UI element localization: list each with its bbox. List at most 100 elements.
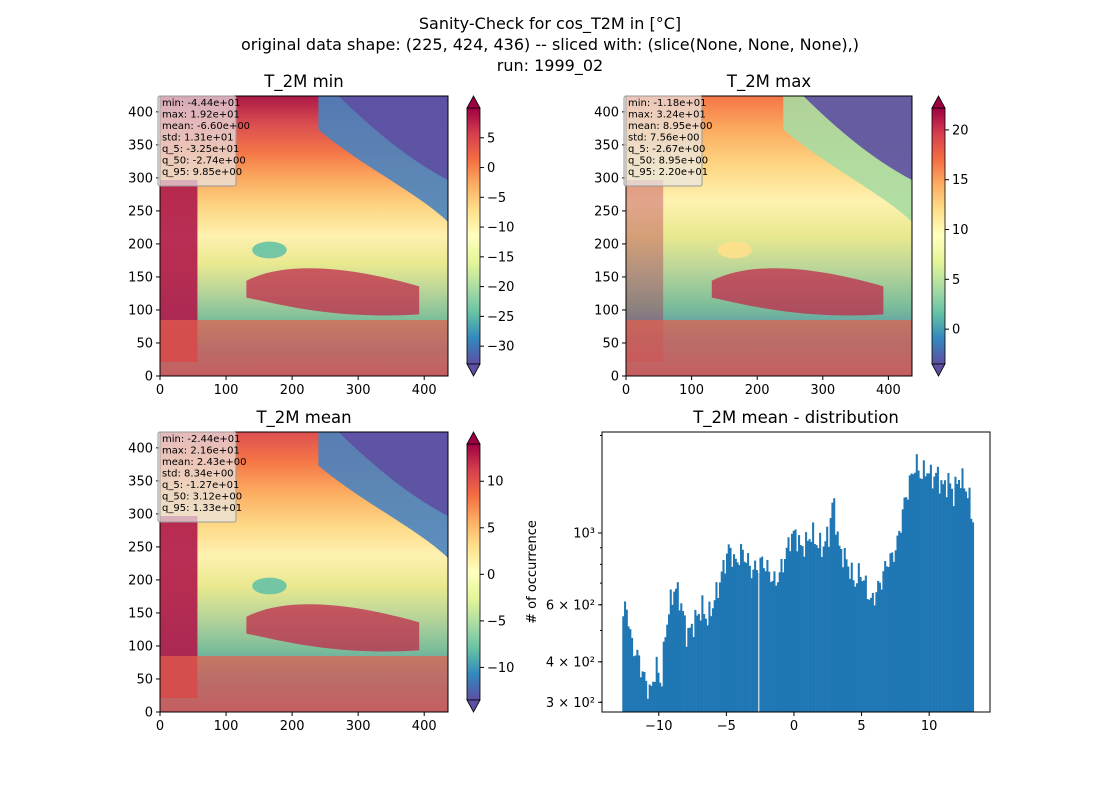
histogram-bar bbox=[864, 575, 867, 712]
map-max-stat: max: 3.24e+01 bbox=[628, 110, 706, 121]
histogram-bar bbox=[653, 681, 656, 712]
histogram-ylabel: # of occurrence bbox=[525, 520, 540, 624]
map-max-ytick-label: 150 bbox=[594, 270, 619, 285]
map-mean-ytick-label: 350 bbox=[128, 474, 153, 489]
map-max-stat: std: 7.56e+00 bbox=[628, 133, 700, 144]
histogram-bar bbox=[942, 484, 945, 712]
histogram-bar bbox=[954, 476, 957, 712]
histogram-bar bbox=[634, 655, 637, 712]
map-max-xtick-label: 200 bbox=[745, 383, 770, 398]
histogram-bar bbox=[922, 460, 925, 712]
map-min-ytick-label: 300 bbox=[128, 171, 153, 186]
histogram-bar bbox=[852, 580, 855, 712]
histogram-bar bbox=[766, 559, 769, 712]
histogram-bar bbox=[657, 672, 660, 712]
histogram-bar bbox=[896, 535, 899, 712]
histogram-bar bbox=[906, 499, 910, 712]
map-max-stat: q_5: -2.67e+00 bbox=[628, 144, 705, 155]
histogram-bar bbox=[745, 562, 748, 712]
map-min-xtick-label: 0 bbox=[156, 383, 164, 398]
histogram-bar bbox=[901, 509, 904, 712]
map-max-colorbar-tick-label: 20 bbox=[952, 123, 969, 138]
histogram-bar bbox=[952, 506, 955, 712]
histogram-bar bbox=[747, 553, 750, 712]
histogram-bar bbox=[762, 568, 765, 712]
map-min-colorbar-tick-label: −30 bbox=[487, 340, 514, 355]
histogram-bar bbox=[771, 580, 774, 712]
histogram-bar bbox=[799, 545, 802, 712]
histogram-bar bbox=[812, 522, 815, 712]
histogram-bar bbox=[840, 548, 843, 712]
histogram-bar bbox=[882, 571, 885, 712]
histogram-bar bbox=[863, 580, 866, 712]
histogram-bar bbox=[631, 637, 634, 712]
histogram-bar bbox=[877, 580, 880, 712]
map-mean-colorbar-tick-label: −5 bbox=[487, 614, 506, 629]
histogram-xtick-label: 0 bbox=[790, 719, 798, 734]
map-min-ytick-label: 200 bbox=[128, 237, 153, 252]
histogram-bar bbox=[680, 603, 683, 712]
map-mean-ytick-label: 300 bbox=[128, 507, 153, 522]
map-max-xtick-label: 400 bbox=[876, 383, 901, 398]
map-title-t2m-min: T_2M min bbox=[264, 72, 344, 91]
histogram-bar bbox=[891, 552, 894, 712]
histogram-bar bbox=[870, 597, 873, 712]
histogram-bar bbox=[889, 553, 892, 712]
histogram-bar bbox=[740, 543, 743, 712]
map-min-colorbar-tick-label: −5 bbox=[487, 191, 506, 206]
histogram-bar bbox=[957, 480, 961, 712]
map-mean-colorbar bbox=[466, 443, 481, 701]
histogram-bar bbox=[857, 563, 860, 712]
map-min-stat: max: 1.92e+01 bbox=[162, 110, 240, 121]
map-min-xtick-label: 300 bbox=[346, 383, 371, 398]
map-max-stat: q_50: 8.95e+00 bbox=[628, 156, 708, 167]
map-max-ytick-label: 200 bbox=[594, 237, 619, 252]
histogram-bar bbox=[845, 559, 848, 712]
map-max-ytick-label: 300 bbox=[594, 171, 619, 186]
histogram-bar bbox=[822, 546, 825, 712]
histogram-bar bbox=[759, 557, 762, 712]
histogram-bar bbox=[924, 476, 927, 712]
histogram-bar bbox=[769, 581, 772, 712]
histogram-bar bbox=[843, 548, 846, 712]
histogram-bar bbox=[803, 556, 806, 712]
map-min-frame bbox=[159, 95, 449, 377]
map-min-stat: q_50: -2.74e+00 bbox=[162, 156, 246, 167]
map-min-colorbar-extend-min bbox=[466, 363, 481, 377]
histogram-bar bbox=[806, 540, 809, 712]
map-max-colorbar-tick-label: 15 bbox=[952, 173, 969, 188]
figure-title-line-3: run: 1999_02 bbox=[496, 56, 604, 75]
histogram-bar bbox=[729, 547, 732, 712]
histogram-bar bbox=[875, 592, 878, 712]
histogram-ytick-label: 10³ bbox=[573, 526, 595, 541]
histogram-bar bbox=[638, 655, 641, 712]
histogram-bar bbox=[652, 681, 655, 712]
histogram-bar bbox=[696, 615, 699, 712]
histogram-bar bbox=[899, 532, 903, 712]
map-mean-field bbox=[160, 432, 448, 712]
histogram-bar bbox=[966, 498, 969, 712]
histogram-bar bbox=[928, 473, 931, 712]
histogram-bar bbox=[915, 454, 918, 712]
map-max-colorbar-tick-label: 10 bbox=[952, 223, 969, 238]
histogram-bar bbox=[938, 493, 941, 712]
histogram-bar bbox=[731, 566, 734, 712]
map-min-colorbar-tick-label: −20 bbox=[487, 280, 514, 295]
map-mean-xtick-label: 200 bbox=[280, 719, 305, 734]
histogram-bar bbox=[725, 553, 729, 712]
histogram-bar bbox=[972, 522, 975, 712]
histogram-bar bbox=[887, 566, 890, 712]
map-mean-ytick-label: 50 bbox=[136, 672, 153, 687]
histogram-bar bbox=[813, 544, 816, 712]
histogram-bar bbox=[636, 649, 639, 712]
histogram-bar bbox=[871, 592, 874, 712]
histogram-bar bbox=[905, 497, 908, 712]
histogram-bar bbox=[627, 626, 630, 712]
map-mean-colorbar-extend-min bbox=[466, 699, 481, 713]
histogram-bar bbox=[949, 483, 952, 712]
histogram-bar bbox=[936, 466, 939, 712]
map-min-ytick-label: 100 bbox=[128, 303, 153, 318]
map-min-ytick-label: 50 bbox=[136, 336, 153, 351]
